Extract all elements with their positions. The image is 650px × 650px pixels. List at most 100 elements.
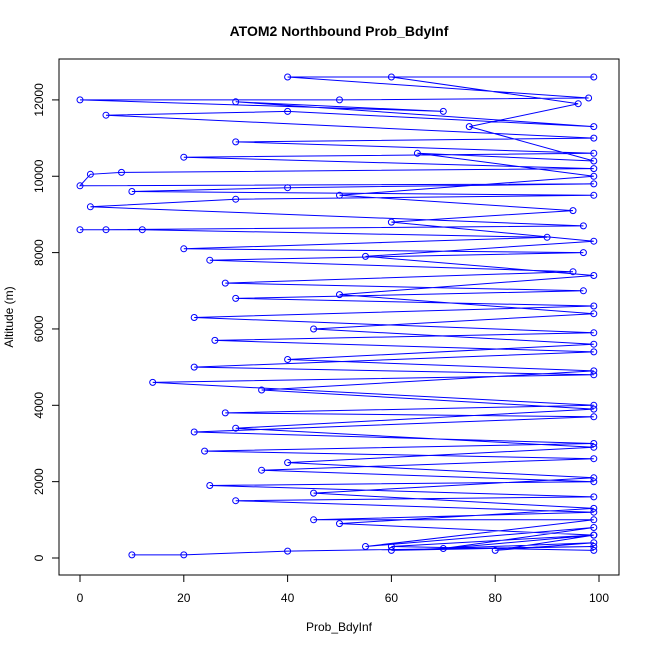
data-point xyxy=(590,493,598,501)
series-line xyxy=(78,76,594,556)
y-tick-label: 6000 xyxy=(32,315,46,342)
data-point xyxy=(284,184,292,192)
data-point xyxy=(336,191,343,199)
data-point xyxy=(232,138,240,146)
data-point xyxy=(284,547,292,555)
data-point xyxy=(310,489,318,497)
y-tick-label: 0 xyxy=(32,554,46,561)
data-point xyxy=(585,94,593,102)
data-point xyxy=(590,123,598,131)
data-point xyxy=(190,363,198,371)
data-point xyxy=(590,524,598,531)
y-tick-label: 2000 xyxy=(32,468,46,495)
data-point xyxy=(190,428,198,436)
data-point xyxy=(569,268,577,276)
data-point xyxy=(574,100,582,108)
data-point xyxy=(590,531,598,539)
data-point xyxy=(138,226,146,234)
data-point xyxy=(206,256,214,264)
data-point xyxy=(362,252,369,260)
data-point xyxy=(590,401,598,409)
data-point xyxy=(590,340,598,348)
data-point xyxy=(579,287,587,295)
x-tick-label: 80 xyxy=(489,591,503,605)
data-point xyxy=(590,157,598,165)
data-point xyxy=(590,149,598,157)
data-point xyxy=(221,409,229,417)
data-point xyxy=(362,543,369,550)
data-point xyxy=(590,405,598,413)
data-point xyxy=(590,474,598,482)
data-point xyxy=(284,73,292,81)
data-point xyxy=(590,440,598,447)
data-point xyxy=(86,170,94,178)
y-axis: 0 2000 4000 6000 8000 10000 12000 xyxy=(32,83,60,561)
data-point xyxy=(590,539,598,547)
data-point xyxy=(284,459,292,467)
data-point xyxy=(439,107,447,115)
x-tick-label: 20 xyxy=(177,591,191,605)
data-point xyxy=(149,378,157,386)
data-point xyxy=(387,546,395,554)
data-point xyxy=(336,291,343,299)
data-point xyxy=(590,180,598,188)
data-point xyxy=(206,482,214,489)
data-point xyxy=(491,546,499,554)
data-point xyxy=(590,302,598,310)
plot-area xyxy=(76,73,598,559)
x-tick-label: 100 xyxy=(589,591,609,605)
data-point xyxy=(543,233,551,241)
data-point xyxy=(232,497,240,505)
data-point xyxy=(310,325,318,333)
data-point xyxy=(590,73,598,81)
data-point xyxy=(310,516,318,524)
data-point xyxy=(180,153,188,161)
data-point xyxy=(590,191,598,199)
data-point xyxy=(258,386,266,394)
data-point xyxy=(590,478,598,486)
data-point xyxy=(590,516,598,524)
y-tick-label: 12000 xyxy=(32,83,46,117)
data-point xyxy=(590,508,598,516)
data-point xyxy=(387,543,395,550)
data-point xyxy=(284,107,292,115)
data-point xyxy=(590,455,598,463)
y-tick-label: 10000 xyxy=(32,159,46,193)
data-point xyxy=(590,367,598,375)
data-point xyxy=(232,195,240,203)
data-point xyxy=(76,96,84,104)
data-point xyxy=(118,168,125,176)
data-point xyxy=(232,98,240,106)
data-point xyxy=(465,123,473,131)
data-point xyxy=(590,329,598,337)
data-point xyxy=(590,348,598,356)
data-point xyxy=(590,413,598,421)
data-point xyxy=(102,111,110,119)
x-axis: 0 20 40 60 80 100 xyxy=(77,574,609,605)
data-point xyxy=(76,226,84,234)
data-point xyxy=(590,272,598,279)
data-point xyxy=(232,424,240,432)
data-point xyxy=(336,520,343,528)
y-tick-label: 4000 xyxy=(32,392,46,419)
data-point xyxy=(76,182,84,190)
data-point xyxy=(590,543,598,550)
data-point xyxy=(590,546,598,554)
data-point xyxy=(590,172,598,180)
data-point xyxy=(387,218,395,226)
y-axis-label: Altitude (m) xyxy=(2,286,16,347)
data-point xyxy=(579,222,587,230)
data-point xyxy=(221,279,229,287)
data-point xyxy=(569,207,577,215)
data-point xyxy=(439,545,447,552)
data-point xyxy=(190,314,198,321)
data-point xyxy=(102,226,110,234)
data-point xyxy=(590,237,598,245)
data-point xyxy=(180,551,188,559)
data-point xyxy=(579,249,587,257)
data-point xyxy=(128,551,136,559)
data-point xyxy=(128,188,136,195)
data-point xyxy=(336,96,343,104)
data-point xyxy=(387,73,395,81)
